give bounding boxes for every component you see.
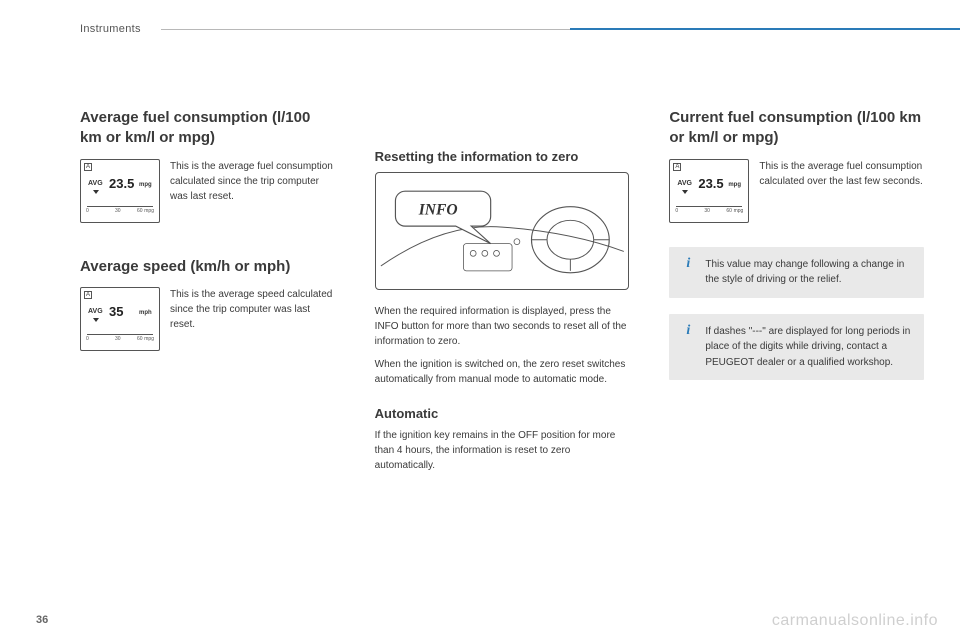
note-text: This value may change following a change… <box>705 257 912 288</box>
illustration-dashboard: INFO <box>375 172 630 290</box>
column-middle: Resetting the information to zero <box>375 108 630 481</box>
display-label: AVG <box>88 180 103 187</box>
display-value: 35 <box>109 304 123 319</box>
display-cur-fuel: A AVG 23.5 mpg 0 30 60 mpg <box>669 159 749 223</box>
heading-avg-fuel: Average fuel consumption (l/100 km or km… <box>80 108 335 149</box>
display-avg-fuel: A AVG 23.5 mpg 0 30 60 mpg <box>80 159 160 223</box>
display-value: 23.5 <box>109 176 134 191</box>
desc-avg-speed: This is the average speed calculated sin… <box>170 287 335 332</box>
manual-page: Instruments Average fuel consumption (l/… <box>0 0 960 640</box>
block-avg-fuel: A AVG 23.5 mpg 0 30 60 mpg This is the a… <box>80 159 335 223</box>
heading-avg-speed: Average speed (km/h or mph) <box>80 257 335 277</box>
display-scale: 0 30 60 mpg <box>676 203 742 213</box>
info-icon: i <box>681 324 695 338</box>
display-avg-speed: A AVG 35 mph 0 30 60 mpg <box>80 287 160 351</box>
info-icon: i <box>681 257 695 271</box>
display-marker-icon: A <box>84 291 92 299</box>
block-cur-fuel: A AVG 23.5 mpg 0 30 60 mpg This is the a… <box>669 159 924 223</box>
block-avg-speed: A AVG 35 mph 0 30 60 mpg This is <box>80 287 335 351</box>
heading-automatic: Automatic <box>375 405 630 423</box>
heading-cur-fuel: Current fuel consumption (l/100 km or km… <box>669 108 924 149</box>
pointer-icon <box>682 190 688 194</box>
info-button-label: INFO <box>417 201 457 218</box>
desc-cur-fuel: This is the average fuel consumption cal… <box>759 159 924 189</box>
display-label: AVG <box>677 180 692 187</box>
column-left: Average fuel consumption (l/100 km or km… <box>80 108 335 481</box>
section-label: Instruments <box>80 23 141 35</box>
watermark: carmanualsonline.info <box>772 612 938 630</box>
display-unit: mpg <box>139 182 152 188</box>
pointer-icon <box>93 190 99 194</box>
info-note-2: i If dashes "---" are displayed for long… <box>669 314 924 381</box>
para-reset-2: When the ignition is switched on, the ze… <box>375 357 630 387</box>
display-marker-icon: A <box>673 163 681 171</box>
page-number: 36 <box>36 614 48 626</box>
display-unit: mph <box>139 310 152 316</box>
display-scale: 0 30 60 mpg <box>87 203 153 213</box>
note-text: If dashes "---" are displayed for long p… <box>705 324 912 371</box>
para-reset-1: When the required information is display… <box>375 304 630 349</box>
content-columns: Average fuel consumption (l/100 km or km… <box>80 108 924 481</box>
display-value: 23.5 <box>698 176 723 191</box>
para-automatic: If the ignition key remains in the OFF p… <box>375 428 630 473</box>
section-avg-speed: Average speed (km/h or mph) A AVG 35 mph… <box>80 257 335 351</box>
pointer-icon <box>93 318 99 322</box>
header-rule <box>161 29 924 30</box>
column-right: Current fuel consumption (l/100 km or km… <box>669 108 924 481</box>
display-scale: 0 30 60 mpg <box>87 331 153 341</box>
display-label: AVG <box>88 308 103 315</box>
info-note-1: i This value may change following a chan… <box>669 247 924 298</box>
desc-avg-fuel: This is the average fuel consumption cal… <box>170 159 335 204</box>
display-marker-icon: A <box>84 163 92 171</box>
display-unit: mpg <box>728 182 741 188</box>
heading-reset: Resetting the information to zero <box>375 148 630 166</box>
page-header: Instruments <box>80 20 924 38</box>
